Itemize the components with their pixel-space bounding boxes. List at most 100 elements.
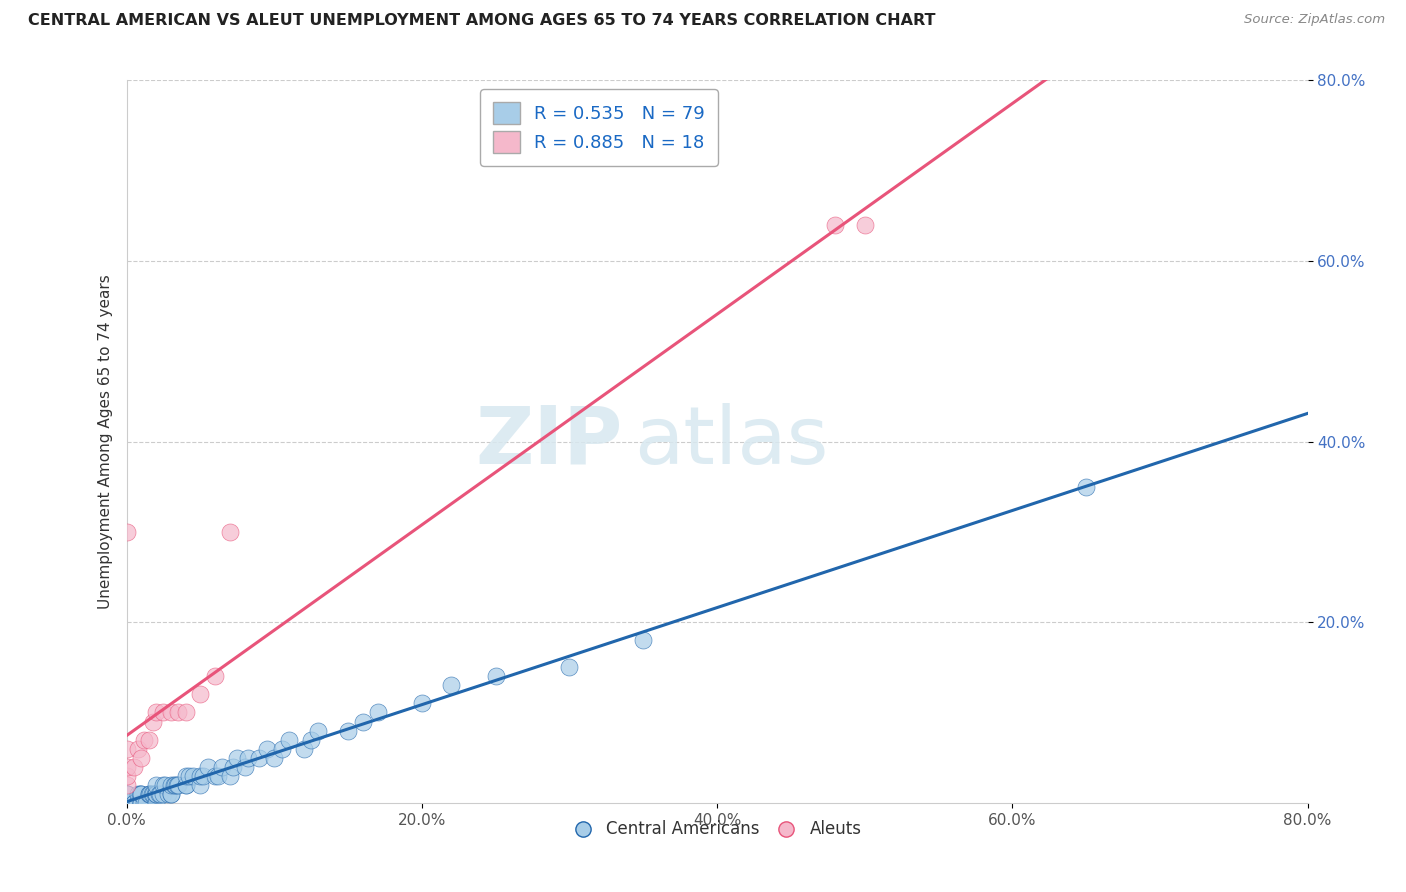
Point [824, 218, 846, 232]
Point [115, 778, 138, 792]
Y-axis label: Unemployment Among Ages 65 to 74 years: Unemployment Among Ages 65 to 74 years [97, 274, 112, 609]
Point [115, 796, 138, 810]
Text: CENTRAL AMERICAN VS ALEUT UNEMPLOYMENT AMONG AGES 65 TO 74 YEARS CORRELATION CHA: CENTRAL AMERICAN VS ALEUT UNEMPLOYMENT A… [28, 13, 935, 29]
Point [148, 787, 170, 801]
Point [139, 787, 162, 801]
Point [127, 787, 149, 801]
Point [249, 750, 271, 764]
Point [219, 524, 242, 539]
Point [143, 787, 166, 801]
Point [115, 741, 138, 756]
Point [188, 778, 212, 792]
Point [219, 769, 242, 783]
Point [558, 660, 581, 674]
Point [145, 796, 167, 810]
Point [115, 796, 138, 810]
Point [122, 796, 145, 810]
Point [440, 678, 463, 692]
Point [226, 750, 249, 764]
Point [115, 787, 138, 801]
Point [115, 796, 138, 810]
Point [115, 524, 138, 539]
Point [125, 796, 148, 810]
Point [142, 714, 165, 729]
Point [115, 769, 138, 783]
Point [134, 796, 156, 810]
Point [153, 778, 176, 792]
Point [138, 787, 160, 801]
Point [484, 669, 508, 683]
Point [115, 787, 138, 801]
Point [129, 796, 153, 810]
Point [233, 760, 256, 774]
Point [174, 769, 197, 783]
Point [149, 787, 172, 801]
Point [138, 732, 160, 747]
Point [129, 796, 153, 810]
Point [367, 706, 389, 720]
Point [193, 769, 215, 783]
Point [308, 723, 330, 738]
Point [299, 732, 322, 747]
Point [166, 778, 188, 792]
Point [292, 741, 315, 756]
Point [122, 760, 145, 774]
Point [411, 697, 433, 711]
Point [134, 732, 156, 747]
Point [167, 778, 190, 792]
Point [174, 778, 197, 792]
Point [128, 787, 150, 801]
Point [145, 706, 167, 720]
Point [270, 741, 292, 756]
Point [204, 769, 226, 783]
Text: ZIP: ZIP [475, 402, 623, 481]
Point [160, 787, 183, 801]
Point [188, 687, 212, 701]
Point [181, 769, 204, 783]
Point [160, 787, 183, 801]
Point [129, 796, 153, 810]
Point [188, 769, 212, 783]
Text: atlas: atlas [634, 402, 828, 481]
Point [165, 778, 187, 792]
Point [1076, 480, 1098, 494]
Point [163, 778, 186, 792]
Legend: Central Americans, Aleuts: Central Americans, Aleuts [567, 814, 868, 845]
Point [236, 750, 259, 764]
Point [174, 706, 197, 720]
Point [167, 706, 190, 720]
Point [177, 769, 200, 783]
Point [129, 787, 153, 801]
Point [263, 750, 285, 764]
Point [145, 778, 167, 792]
Point [138, 787, 160, 801]
Point [204, 669, 226, 683]
Point [115, 760, 138, 774]
Point [129, 750, 153, 764]
Point [135, 796, 157, 810]
Point [152, 778, 174, 792]
Point [145, 787, 167, 801]
Point [127, 741, 149, 756]
Point [222, 760, 245, 774]
Point [633, 633, 655, 648]
Point [256, 741, 278, 756]
Point [122, 796, 145, 810]
Point [160, 706, 183, 720]
Point [337, 723, 360, 738]
Point [197, 760, 219, 774]
Point [207, 769, 229, 783]
Point [156, 787, 179, 801]
Text: Source: ZipAtlas.com: Source: ZipAtlas.com [1244, 13, 1385, 27]
Point [152, 706, 174, 720]
Point [129, 787, 153, 801]
Point [115, 796, 138, 810]
Point [853, 218, 876, 232]
Point [115, 796, 138, 810]
Point [115, 796, 138, 810]
Point [278, 732, 301, 747]
Point [152, 787, 174, 801]
Point [142, 787, 165, 801]
Point [211, 760, 233, 774]
Point [145, 787, 167, 801]
